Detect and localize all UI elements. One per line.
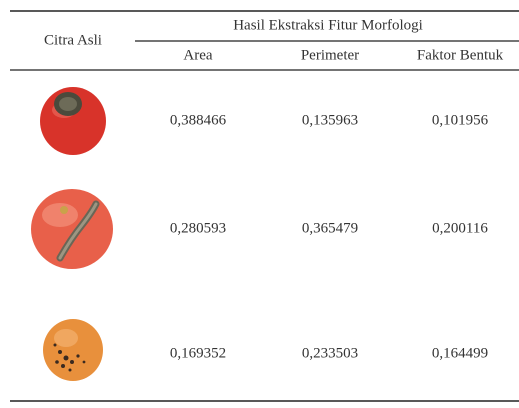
tomato-image <box>31 189 113 269</box>
cell: 0,280593 <box>170 220 226 236</box>
cell: 0,164499 <box>432 345 488 361</box>
cell: 0,388466 <box>170 112 227 128</box>
cell: 0,200116 <box>432 220 488 236</box>
cell: 0,135963 <box>302 112 358 128</box>
tomato-image <box>40 87 106 155</box>
cell: 0,365479 <box>302 220 358 236</box>
cell: 0,233503 <box>302 345 358 361</box>
header-column: Perimeter <box>301 47 359 63</box>
header-group: Hasil Ekstraksi Fitur Morfologi <box>233 17 423 33</box>
cell: 0,169352 <box>170 345 226 361</box>
header-column: Faktor Bentuk <box>417 47 504 63</box>
header-image: Citra Asli <box>44 32 102 48</box>
cell: 0,101956 <box>432 112 489 128</box>
tomato-image <box>43 319 103 381</box>
header-column: Area <box>183 47 212 63</box>
